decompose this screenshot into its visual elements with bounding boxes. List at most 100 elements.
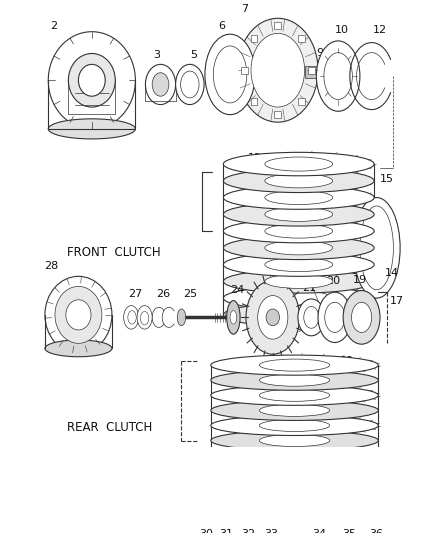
Bar — [241, 67, 247, 74]
Ellipse shape — [223, 220, 374, 243]
Text: 36: 36 — [370, 529, 384, 533]
Text: 9: 9 — [316, 49, 323, 59]
Ellipse shape — [223, 286, 374, 310]
Ellipse shape — [343, 290, 380, 344]
Ellipse shape — [227, 301, 240, 334]
Ellipse shape — [48, 119, 135, 139]
Text: 10: 10 — [336, 25, 350, 35]
Text: 17: 17 — [390, 296, 404, 305]
Text: 2: 2 — [50, 21, 58, 31]
Ellipse shape — [211, 370, 378, 390]
Ellipse shape — [45, 276, 112, 353]
Text: 22: 22 — [251, 264, 265, 274]
Ellipse shape — [223, 186, 374, 209]
Bar — [251, 36, 258, 42]
Text: 27: 27 — [128, 289, 142, 299]
Text: FRONT  CLUTCH: FRONT CLUTCH — [67, 246, 160, 259]
Bar — [308, 67, 314, 74]
Text: 29: 29 — [339, 356, 353, 366]
Ellipse shape — [180, 71, 199, 98]
Ellipse shape — [265, 308, 333, 322]
Ellipse shape — [211, 461, 378, 481]
Text: 15: 15 — [380, 174, 394, 184]
Ellipse shape — [211, 355, 378, 375]
Ellipse shape — [145, 64, 176, 104]
Ellipse shape — [223, 303, 374, 327]
Ellipse shape — [259, 419, 330, 432]
Text: 30: 30 — [200, 529, 214, 533]
Ellipse shape — [137, 305, 152, 329]
Text: REAR  CLUTCH: REAR CLUTCH — [67, 422, 152, 434]
Text: 13: 13 — [247, 153, 261, 163]
Ellipse shape — [211, 446, 378, 466]
Ellipse shape — [223, 253, 374, 276]
Ellipse shape — [259, 374, 330, 386]
Text: 16: 16 — [279, 333, 293, 343]
Ellipse shape — [316, 41, 360, 111]
Ellipse shape — [223, 236, 374, 260]
Ellipse shape — [211, 506, 378, 526]
Text: 25: 25 — [183, 289, 197, 299]
Ellipse shape — [265, 257, 333, 272]
Text: 3: 3 — [153, 50, 160, 60]
Ellipse shape — [360, 206, 393, 290]
Bar — [304, 66, 335, 78]
Ellipse shape — [78, 64, 105, 96]
Ellipse shape — [259, 405, 330, 416]
Bar — [275, 22, 281, 29]
Ellipse shape — [223, 270, 374, 293]
Ellipse shape — [259, 389, 330, 401]
Ellipse shape — [211, 431, 378, 450]
Ellipse shape — [48, 31, 135, 129]
Text: 35: 35 — [342, 529, 356, 533]
Text: 5: 5 — [191, 50, 198, 60]
Ellipse shape — [211, 400, 378, 421]
Text: 20: 20 — [326, 276, 340, 286]
Text: 14: 14 — [385, 268, 399, 278]
Ellipse shape — [318, 292, 352, 343]
Text: 28: 28 — [45, 261, 59, 271]
Ellipse shape — [298, 299, 325, 336]
Ellipse shape — [304, 306, 319, 328]
Ellipse shape — [325, 302, 345, 333]
Ellipse shape — [237, 18, 318, 122]
Ellipse shape — [176, 64, 204, 104]
Ellipse shape — [211, 476, 378, 496]
Ellipse shape — [211, 491, 378, 511]
Ellipse shape — [205, 34, 255, 115]
Ellipse shape — [265, 224, 333, 238]
Text: 24: 24 — [230, 285, 245, 295]
Ellipse shape — [259, 510, 330, 522]
Ellipse shape — [223, 152, 374, 176]
Ellipse shape — [265, 190, 333, 205]
Ellipse shape — [258, 296, 288, 339]
Ellipse shape — [177, 309, 186, 326]
Ellipse shape — [223, 169, 374, 192]
Ellipse shape — [259, 449, 330, 462]
Ellipse shape — [353, 198, 400, 298]
Text: 19: 19 — [353, 274, 367, 285]
Bar — [275, 111, 281, 118]
Ellipse shape — [152, 72, 169, 96]
Ellipse shape — [259, 465, 330, 477]
Ellipse shape — [230, 311, 237, 324]
Ellipse shape — [55, 286, 102, 343]
Text: 12: 12 — [373, 25, 387, 35]
Ellipse shape — [66, 300, 91, 330]
Text: 21: 21 — [303, 283, 317, 293]
Ellipse shape — [259, 480, 330, 492]
Ellipse shape — [265, 291, 333, 305]
Ellipse shape — [324, 53, 352, 100]
Text: 33: 33 — [264, 529, 278, 533]
Ellipse shape — [259, 359, 330, 371]
Bar — [298, 98, 305, 105]
Ellipse shape — [213, 46, 247, 103]
Bar — [251, 98, 258, 105]
Ellipse shape — [211, 415, 378, 435]
Ellipse shape — [45, 340, 112, 357]
Ellipse shape — [128, 311, 136, 324]
Ellipse shape — [124, 305, 139, 329]
Text: 34: 34 — [313, 529, 327, 533]
Ellipse shape — [265, 157, 333, 171]
Ellipse shape — [265, 174, 333, 188]
